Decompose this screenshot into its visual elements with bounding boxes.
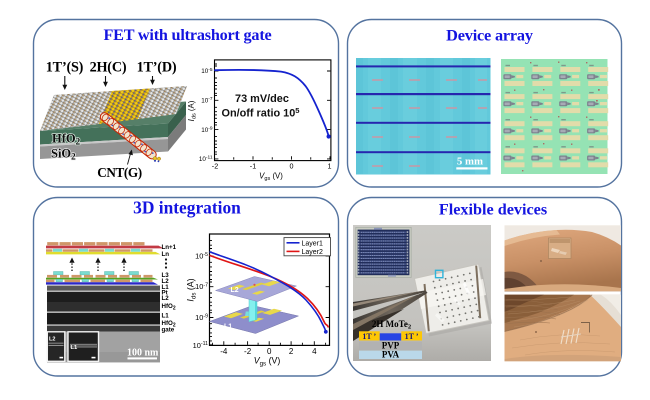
svg-text:gate: gate xyxy=(162,327,175,334)
svg-text:L2: L2 xyxy=(231,287,239,294)
svg-text:Vgs (V): Vgs (V) xyxy=(254,356,281,368)
svg-text:HfO2: HfO2 xyxy=(162,320,176,328)
svg-text:L2: L2 xyxy=(162,295,170,302)
svg-text:-1: -1 xyxy=(250,161,256,170)
svg-text:L3: L3 xyxy=(162,272,170,279)
svg-text:5 mm: 5 mm xyxy=(457,155,483,167)
svg-text:10-11: 10-11 xyxy=(193,341,208,350)
svg-text:0: 0 xyxy=(290,161,294,170)
svg-text:1T’(S): 1T’(S) xyxy=(46,60,84,76)
svg-text:L1: L1 xyxy=(162,313,170,320)
svg-text:PVA: PVA xyxy=(382,350,400,360)
svg-text:10-11: 10-11 xyxy=(199,155,213,163)
svg-text:L2: L2 xyxy=(49,337,55,343)
svg-text:3D integration: 3D integration xyxy=(133,198,241,218)
svg-text:L1: L1 xyxy=(71,345,79,351)
svg-text:2: 2 xyxy=(289,347,294,356)
svg-text:10-5: 10-5 xyxy=(201,67,213,75)
svg-text:2H(C): 2H(C) xyxy=(90,60,127,76)
svg-text:L2: L2 xyxy=(162,278,170,285)
svg-text:Ln: Ln xyxy=(162,251,170,258)
svg-text:73 mV/dec: 73 mV/dec xyxy=(235,93,289,105)
svg-text:SiO2: SiO2 xyxy=(51,147,76,162)
svg-text:100 nm: 100 nm xyxy=(127,348,159,359)
svg-text:-4: -4 xyxy=(220,347,228,356)
svg-text:CNT(G): CNT(G) xyxy=(97,165,141,180)
svg-text:L1: L1 xyxy=(162,284,170,291)
svg-text:Device array: Device array xyxy=(446,26,533,45)
svg-text:-2: -2 xyxy=(244,347,252,356)
svg-text:Layer1: Layer1 xyxy=(302,240,324,247)
svg-text:10-9: 10-9 xyxy=(201,125,213,133)
svg-text:Flexible devices: Flexible devices xyxy=(439,201,547,219)
svg-text:PVP: PVP xyxy=(382,340,400,350)
svg-text:10-5: 10-5 xyxy=(195,252,208,261)
svg-text:1T ’: 1T ’ xyxy=(405,332,419,341)
svg-text:4: 4 xyxy=(312,347,317,356)
svg-text:Pt: Pt xyxy=(162,290,168,297)
svg-text:FET with ultrashort gate: FET with ultrashort gate xyxy=(103,26,271,44)
svg-text:10-7: 10-7 xyxy=(201,96,213,104)
svg-text:1T ’: 1T ’ xyxy=(362,332,376,341)
svg-text:Ln+1: Ln+1 xyxy=(162,244,177,251)
svg-text:0: 0 xyxy=(267,347,272,356)
svg-text:1T’(D): 1T’(D) xyxy=(137,60,177,76)
svg-text:10-7: 10-7 xyxy=(195,282,208,291)
svg-text:HfO2: HfO2 xyxy=(162,303,176,311)
svg-text:Vgs (V): Vgs (V) xyxy=(259,171,283,182)
svg-text:-2: -2 xyxy=(212,161,218,170)
svg-text:On/off ratio 105: On/off ratio 105 xyxy=(221,106,300,120)
svg-text:2H MoTe2: 2H MoTe2 xyxy=(372,319,412,330)
svg-text:Ids (A): Ids (A) xyxy=(187,100,198,121)
svg-text:10-9: 10-9 xyxy=(195,313,208,322)
svg-text:HfO2: HfO2 xyxy=(52,132,81,147)
svg-text:Layer2: Layer2 xyxy=(302,249,324,256)
svg-text:1: 1 xyxy=(328,161,332,170)
svg-text:Ids (A): Ids (A) xyxy=(186,278,198,301)
svg-text:L1: L1 xyxy=(224,324,232,331)
